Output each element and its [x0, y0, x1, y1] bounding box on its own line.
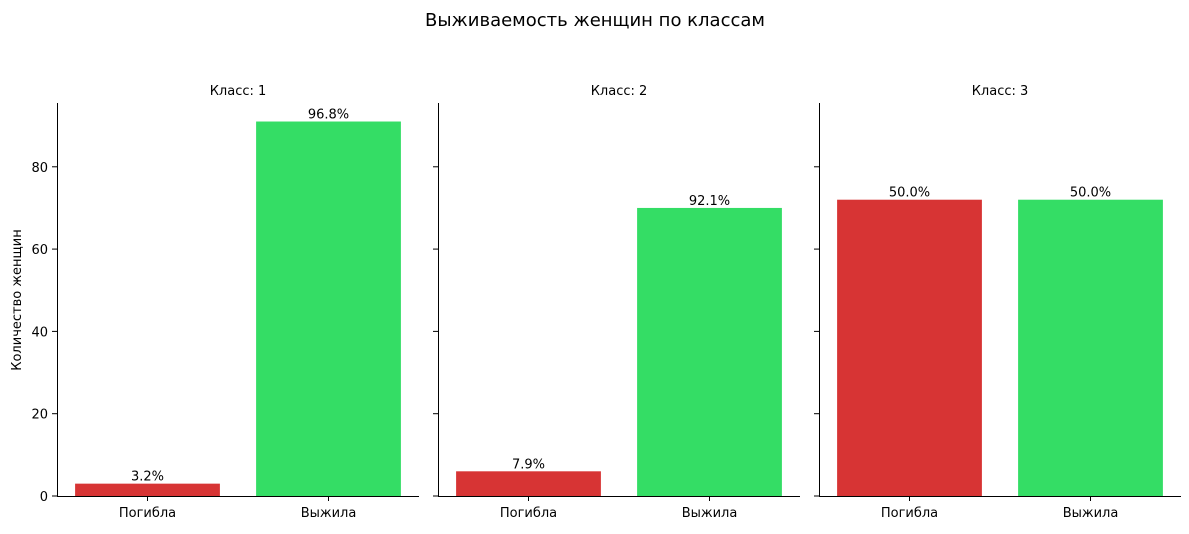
x-tick-label: Погибла — [881, 506, 938, 521]
x-tick-label: Выжила — [1063, 506, 1119, 521]
bar-data-label: 96.8% — [308, 108, 349, 123]
x-tick-label: Выжила — [301, 506, 357, 521]
y-tick-label: 80 — [31, 161, 48, 176]
chart-title: Выживаемость женщин по классам — [425, 10, 765, 31]
y-tick-label: 20 — [31, 408, 48, 423]
bar-died — [837, 199, 982, 497]
y-tick-label: 40 — [31, 325, 48, 340]
panel-title: Класс: 3 — [972, 84, 1029, 99]
bar-data-label: 92.1% — [689, 194, 730, 209]
x-tick-label: Погибла — [500, 506, 557, 521]
bar-survived — [256, 121, 401, 497]
bar-data-label: 50.0% — [1070, 186, 1111, 201]
y-tick-label: 0 — [40, 490, 48, 505]
bar-data-label: 3.2% — [131, 470, 164, 485]
panel-title: Класс: 2 — [591, 84, 648, 99]
y-axis-label: Количество женщин — [10, 229, 25, 371]
chart-panels: Класс: 10204060803.2%Погибла96.8%ВыжилаК… — [31, 84, 1181, 521]
panel-title: Класс: 1 — [210, 84, 267, 99]
bar-died — [456, 471, 601, 496]
panel-2: Класс: 2 7.9% Погибла 92.1% Выжила — [433, 84, 800, 521]
bar-data-label: 7.9% — [512, 457, 545, 472]
bar-survived — [1018, 199, 1163, 497]
bar-data-label: 50.0% — [889, 186, 930, 201]
bar-died — [75, 483, 220, 496]
panel-3: Класс: 3 50.0% Погибла 50.0% Выжила — [814, 84, 1181, 521]
bar-survived — [637, 207, 782, 496]
x-tick-label: Погибла — [119, 506, 176, 521]
x-tick-label: Выжила — [682, 506, 738, 521]
panel-1: Класс: 1 0 20 40 60 80 3.2% Погибла 96.8% Выжила — [31, 84, 419, 521]
y-tick-label: 60 — [31, 243, 48, 258]
